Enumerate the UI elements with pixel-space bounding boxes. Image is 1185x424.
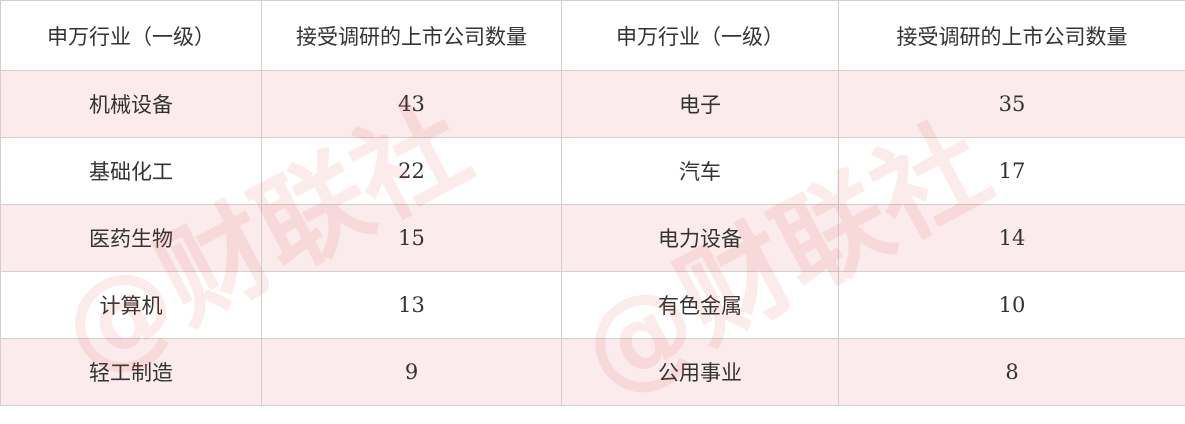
industry-cell: 基础化工 bbox=[1, 138, 262, 205]
header-count-2: 接受调研的上市公司数量 bbox=[839, 1, 1185, 71]
industry-cell: 汽车 bbox=[562, 138, 839, 205]
industry-cell: 电力设备 bbox=[562, 205, 839, 272]
industry-cell: 公用事业 bbox=[562, 339, 839, 406]
count-cell: 43 bbox=[262, 71, 562, 138]
count-cell: 22 bbox=[262, 138, 562, 205]
count-cell: 14 bbox=[839, 205, 1185, 272]
header-industry-2: 申万行业（一级） bbox=[562, 1, 839, 71]
industry-cell: 计算机 bbox=[1, 272, 262, 339]
industry-cell: 电子 bbox=[562, 71, 839, 138]
count-cell: 17 bbox=[839, 138, 1185, 205]
count-cell: 10 bbox=[839, 272, 1185, 339]
count-cell: 9 bbox=[262, 339, 562, 406]
industry-cell: 轻工制造 bbox=[1, 339, 262, 406]
industry-cell: 有色金属 bbox=[562, 272, 839, 339]
industry-survey-table: 申万行业（一级） 接受调研的上市公司数量 申万行业（一级） 接受调研的上市公司数… bbox=[0, 0, 1185, 406]
count-cell: 8 bbox=[839, 339, 1185, 406]
count-cell: 13 bbox=[262, 272, 562, 339]
count-cell: 35 bbox=[839, 71, 1185, 138]
industry-cell: 机械设备 bbox=[1, 71, 262, 138]
header-industry-1: 申万行业（一级） bbox=[1, 1, 262, 71]
count-cell: 15 bbox=[262, 205, 562, 272]
header-row: 申万行业（一级） 接受调研的上市公司数量 申万行业（一级） 接受调研的上市公司数… bbox=[1, 1, 1185, 71]
industry-cell: 医药生物 bbox=[1, 205, 262, 272]
header-count-1: 接受调研的上市公司数量 bbox=[262, 1, 562, 71]
